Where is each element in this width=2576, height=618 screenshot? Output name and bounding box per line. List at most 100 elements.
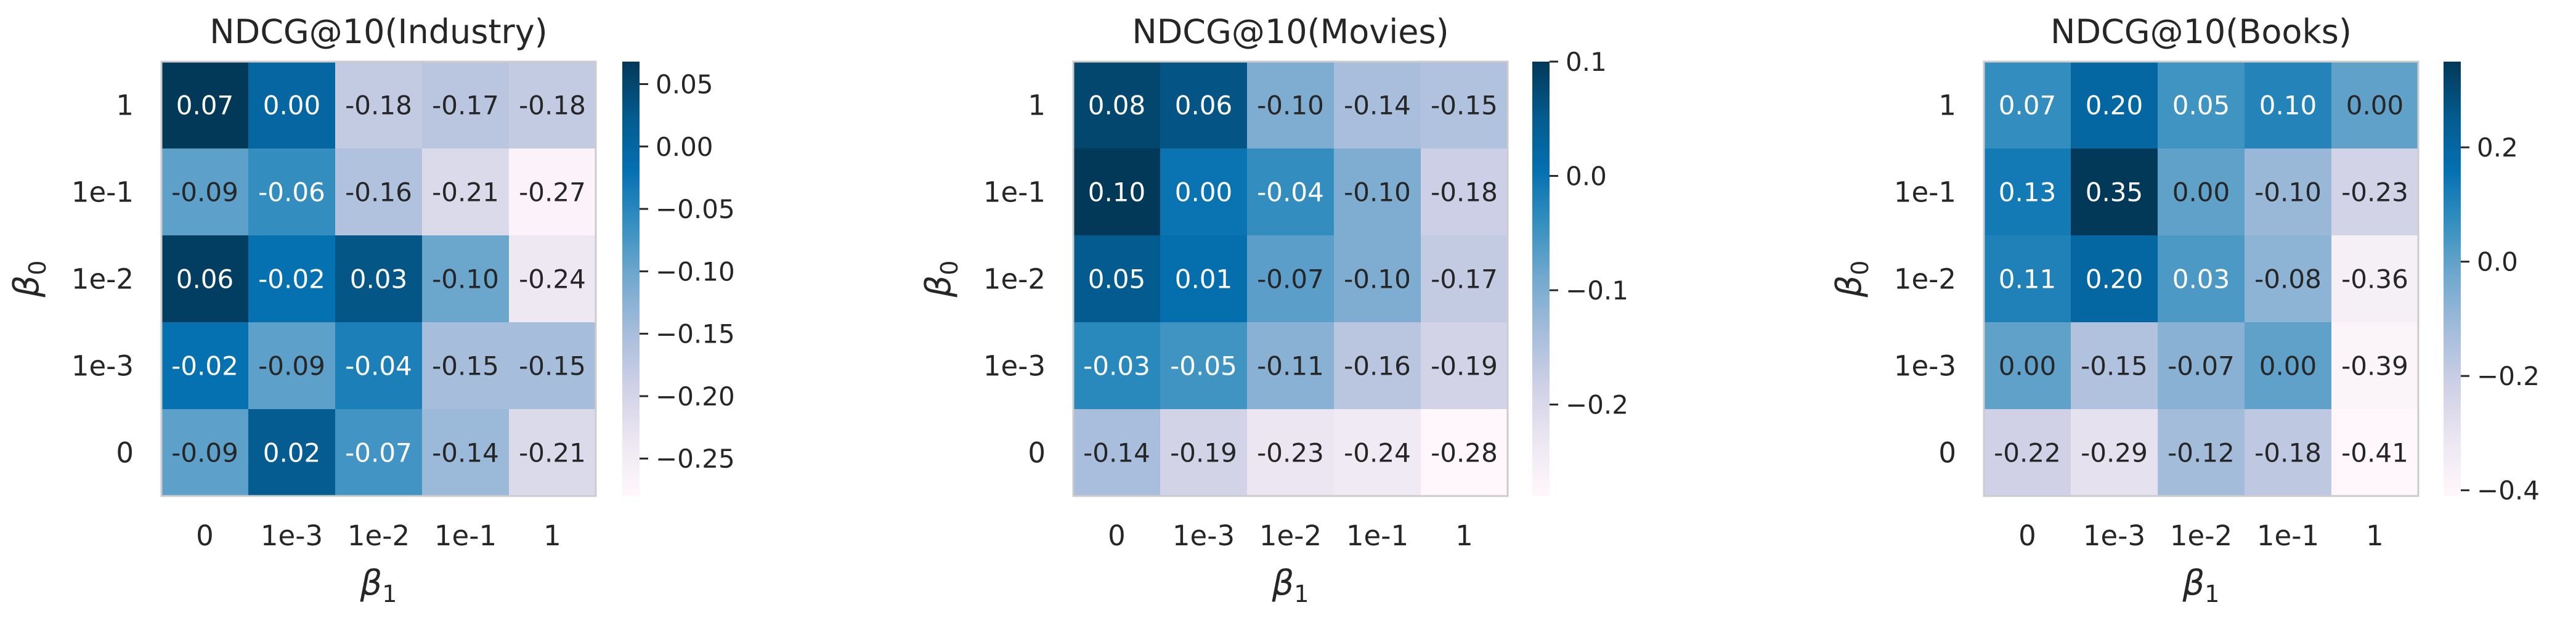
heatmap-cell bbox=[1073, 62, 1161, 149]
y-tick-label: 1e-2 bbox=[71, 263, 134, 296]
cell-value-label: 0.07 bbox=[176, 91, 234, 121]
cell-value-label: -0.04 bbox=[1257, 177, 1324, 208]
cell-value-label: -0.27 bbox=[519, 177, 586, 208]
heatmap-cell bbox=[1984, 409, 2071, 497]
y-tick-label: 1 bbox=[1938, 89, 1956, 122]
heatmap-cell bbox=[1073, 322, 1161, 410]
heatmap-cell bbox=[1160, 409, 1248, 497]
heatmap-cell bbox=[2331, 148, 2419, 236]
cell-value-label: 0.01 bbox=[1175, 264, 1233, 295]
x-tick-label: 1e-3 bbox=[261, 519, 323, 552]
heatmap-cell bbox=[2071, 235, 2158, 323]
heatmap-panel-2: 0.08 0.06 -0.10 -0.14 -0.150.10 0.00 -0.04 -0.1… bbox=[919, 12, 1628, 608]
cell-value-label: -0.21 bbox=[519, 438, 586, 468]
x-axis-label: β1 bbox=[360, 563, 397, 608]
cell-value-label: 0.05 bbox=[1088, 264, 1146, 295]
heatmap-cell bbox=[248, 322, 336, 410]
y-axis-label: β0 bbox=[919, 261, 963, 298]
chart-title: NDCG@10(Books) bbox=[2050, 12, 2352, 51]
heatmap-cell bbox=[248, 235, 336, 323]
x-tick-label: 1e-3 bbox=[2083, 519, 2145, 552]
x-tick-label: 1e-2 bbox=[347, 519, 410, 552]
heatmap-cell bbox=[422, 409, 510, 497]
cell-value-label: -0.23 bbox=[1257, 438, 1324, 468]
heatmap-cell bbox=[2158, 148, 2245, 236]
heatmap-cell bbox=[1984, 322, 2071, 410]
y-tick-label: 1e-1 bbox=[1894, 176, 1956, 209]
heatmap-cell bbox=[1334, 235, 1421, 323]
cell-value-label: -0.12 bbox=[2168, 438, 2235, 468]
cell-value-label: 0.00 bbox=[263, 91, 321, 121]
heatmap-cell bbox=[1984, 235, 2071, 323]
cell-value-label: -0.02 bbox=[171, 351, 238, 381]
x-axis-label: β1 bbox=[1272, 563, 1309, 608]
colorbar bbox=[1532, 62, 1550, 496]
cell-value-label: 0.08 bbox=[1088, 91, 1146, 121]
colorbar-tick-label: −0.10 bbox=[656, 256, 735, 287]
heatmap-cell bbox=[2158, 322, 2245, 410]
cell-value-label: -0.41 bbox=[2341, 438, 2408, 468]
cell-value-label: -0.16 bbox=[1344, 351, 1411, 381]
y-axis-label: β0 bbox=[1829, 261, 1874, 298]
cell-value-label: -0.21 bbox=[432, 177, 499, 208]
heatmap-cell bbox=[335, 148, 423, 236]
cell-value-label: -0.17 bbox=[1431, 264, 1498, 295]
cell-value-label: -0.15 bbox=[432, 351, 499, 381]
cell-value-label: -0.10 bbox=[2254, 177, 2322, 208]
heatmap-cell bbox=[2331, 322, 2419, 410]
x-axis-label: β1 bbox=[2182, 563, 2220, 608]
cell-value-label: -0.22 bbox=[1994, 438, 2061, 468]
cell-value-label: 0.00 bbox=[1999, 351, 2057, 381]
heatmap-cell bbox=[2245, 409, 2332, 497]
y-tick-label: 1e-1 bbox=[983, 176, 1046, 209]
cell-value-label: -0.10 bbox=[432, 264, 499, 295]
cell-value-label: -0.18 bbox=[1431, 177, 1498, 208]
cell-value-label: 0.06 bbox=[176, 264, 234, 295]
heatmap-frame bbox=[160, 60, 597, 497]
heatmap-cell bbox=[2071, 62, 2158, 149]
cell-value-label: -0.14 bbox=[1083, 438, 1150, 468]
heatmap-cell bbox=[161, 235, 249, 323]
colorbar-tick-label: −0.05 bbox=[656, 194, 735, 224]
y-tick-label: 1e-1 bbox=[71, 176, 134, 209]
y-tick-label: 1 bbox=[1028, 89, 1046, 122]
cell-value-label: 0.00 bbox=[2259, 351, 2317, 381]
heatmap-cell bbox=[2071, 322, 2158, 410]
heatmap-cell bbox=[248, 62, 336, 149]
cell-value-label: 0.11 bbox=[1999, 264, 2057, 295]
heatmap-frame bbox=[1983, 60, 2420, 497]
cell-value-label: -0.18 bbox=[345, 91, 412, 121]
cell-value-label: 0.10 bbox=[2259, 91, 2317, 121]
heatmap-cell bbox=[335, 235, 423, 323]
heatmap-cell bbox=[2245, 235, 2332, 323]
y-tick-label: 1 bbox=[116, 89, 134, 122]
x-tick-label: 1e-2 bbox=[2170, 519, 2232, 552]
heatmap-panel-1: 0.07 0.00 -0.18 -0.17 -0.18 -0.09 -0.06 -0.16 -0… bbox=[7, 12, 735, 608]
heatmap-cell bbox=[1334, 62, 1421, 149]
heatmap-cell bbox=[1984, 148, 2071, 236]
heatmap-cell bbox=[509, 62, 596, 149]
heatmap-cell bbox=[1421, 62, 1508, 149]
heatmap-cell bbox=[1160, 322, 1248, 410]
heatmap-cell bbox=[2158, 62, 2245, 149]
x-tick-label: 1 bbox=[543, 519, 561, 552]
heatmap-cell bbox=[2071, 409, 2158, 497]
heatmap-cell bbox=[509, 409, 596, 497]
heatmap-cell bbox=[2071, 148, 2158, 236]
heatmap-cell bbox=[1984, 62, 2071, 149]
cell-value-label: -0.04 bbox=[345, 351, 412, 381]
colorbar-tick-label: 0.0 bbox=[1566, 161, 1607, 192]
cell-value-label: 0.00 bbox=[2346, 91, 2404, 121]
cell-value-label: -0.09 bbox=[171, 177, 238, 208]
y-tick-label: 0 bbox=[116, 437, 134, 470]
cell-value-label: 0.20 bbox=[2086, 91, 2143, 121]
cell-value-label: 0.03 bbox=[2172, 264, 2230, 295]
heatmap-cell bbox=[2245, 62, 2332, 149]
heatmap-cell bbox=[1334, 409, 1421, 497]
heatmap-cell bbox=[1334, 322, 1421, 410]
colorbar-tick-label: −0.15 bbox=[656, 319, 735, 349]
heatmap-cell bbox=[1247, 148, 1335, 236]
cell-value-label: 0.07 bbox=[1999, 91, 2057, 121]
y-tick-label: 1e-3 bbox=[983, 350, 1046, 383]
